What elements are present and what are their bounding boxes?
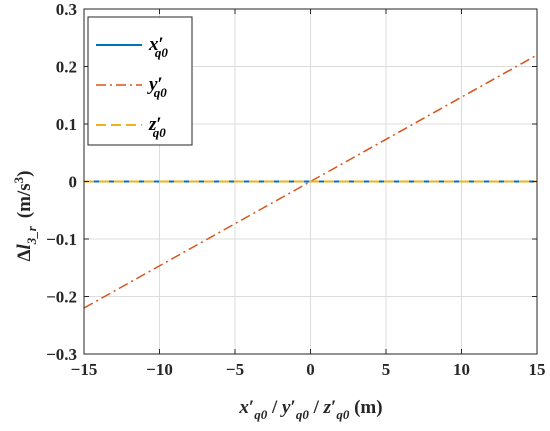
x-axis-label: x′q0 / y′q0 / z′q0 (m)	[238, 397, 382, 422]
axis-ticks: −15 −10 −5 0 5 10 15 −0.3 −0.2 −0.1 0 0.1 0.2 0.3	[46, 0, 545, 379]
legend-box	[87, 16, 193, 146]
legend-label-x-q0: x′q0	[148, 34, 168, 60]
y-axis-label: Δl3_r(m/s3)	[11, 171, 39, 262]
y-tick-label: −0.3	[46, 345, 77, 364]
x-tick-label: −10	[146, 360, 173, 379]
y-tick-label: 0	[69, 173, 78, 192]
x-tick-label: −5	[226, 360, 244, 379]
legend: x′q0 y′q0 z′q0	[87, 16, 193, 146]
y-tick-label: −0.2	[46, 288, 77, 307]
x-tick-label: 15	[529, 360, 546, 379]
y-tick-label: 0.1	[56, 115, 77, 134]
y-tick-label: 0.2	[56, 58, 77, 77]
series-layer	[83, 54, 538, 309]
legend-label-y-q0: y′q0	[147, 74, 167, 100]
x-tick-label: −15	[71, 360, 98, 379]
y-tick-label: 0.3	[56, 0, 77, 19]
x-tick-label: 0	[306, 360, 315, 379]
series-line-y-q0	[83, 54, 538, 309]
x-tick-label: 10	[453, 360, 470, 379]
legend-label-z-q0: z′q0	[148, 114, 166, 140]
x-tick-label: 5	[382, 360, 391, 379]
y-tick-label: −0.1	[46, 230, 77, 249]
